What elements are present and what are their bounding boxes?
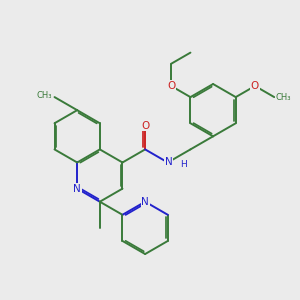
Text: N: N <box>164 157 172 167</box>
Text: O: O <box>141 121 149 131</box>
Text: CH₃: CH₃ <box>276 93 291 102</box>
Text: N: N <box>141 197 149 207</box>
Text: CH₃: CH₃ <box>36 91 52 100</box>
Text: H: H <box>180 160 187 169</box>
Text: O: O <box>251 81 259 91</box>
Text: N: N <box>73 184 81 194</box>
Text: O: O <box>167 81 175 91</box>
